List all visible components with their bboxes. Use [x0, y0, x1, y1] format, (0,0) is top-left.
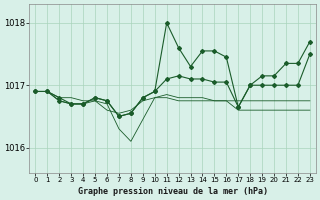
X-axis label: Graphe pression niveau de la mer (hPa): Graphe pression niveau de la mer (hPa) [78, 187, 268, 196]
